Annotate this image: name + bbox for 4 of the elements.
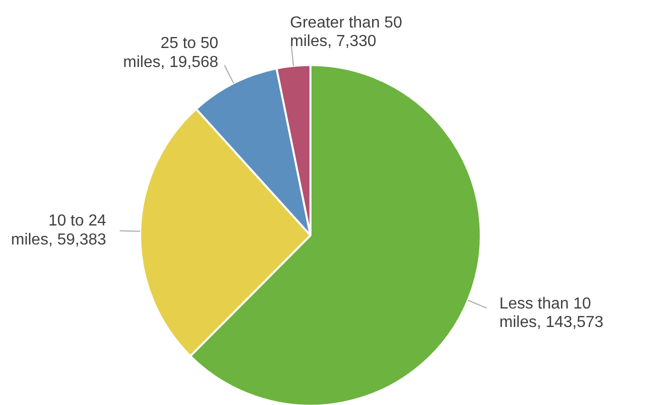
slice-label: Less than 10 miles, 143,573 bbox=[499, 295, 604, 332]
slice-label: 10 to 24 miles, 59,383 bbox=[10, 212, 106, 248]
slice-label: 25 to 50 miles, 19,568 bbox=[123, 35, 218, 71]
slice-label: Greater than 50 miles, 7,330 bbox=[290, 14, 402, 50]
